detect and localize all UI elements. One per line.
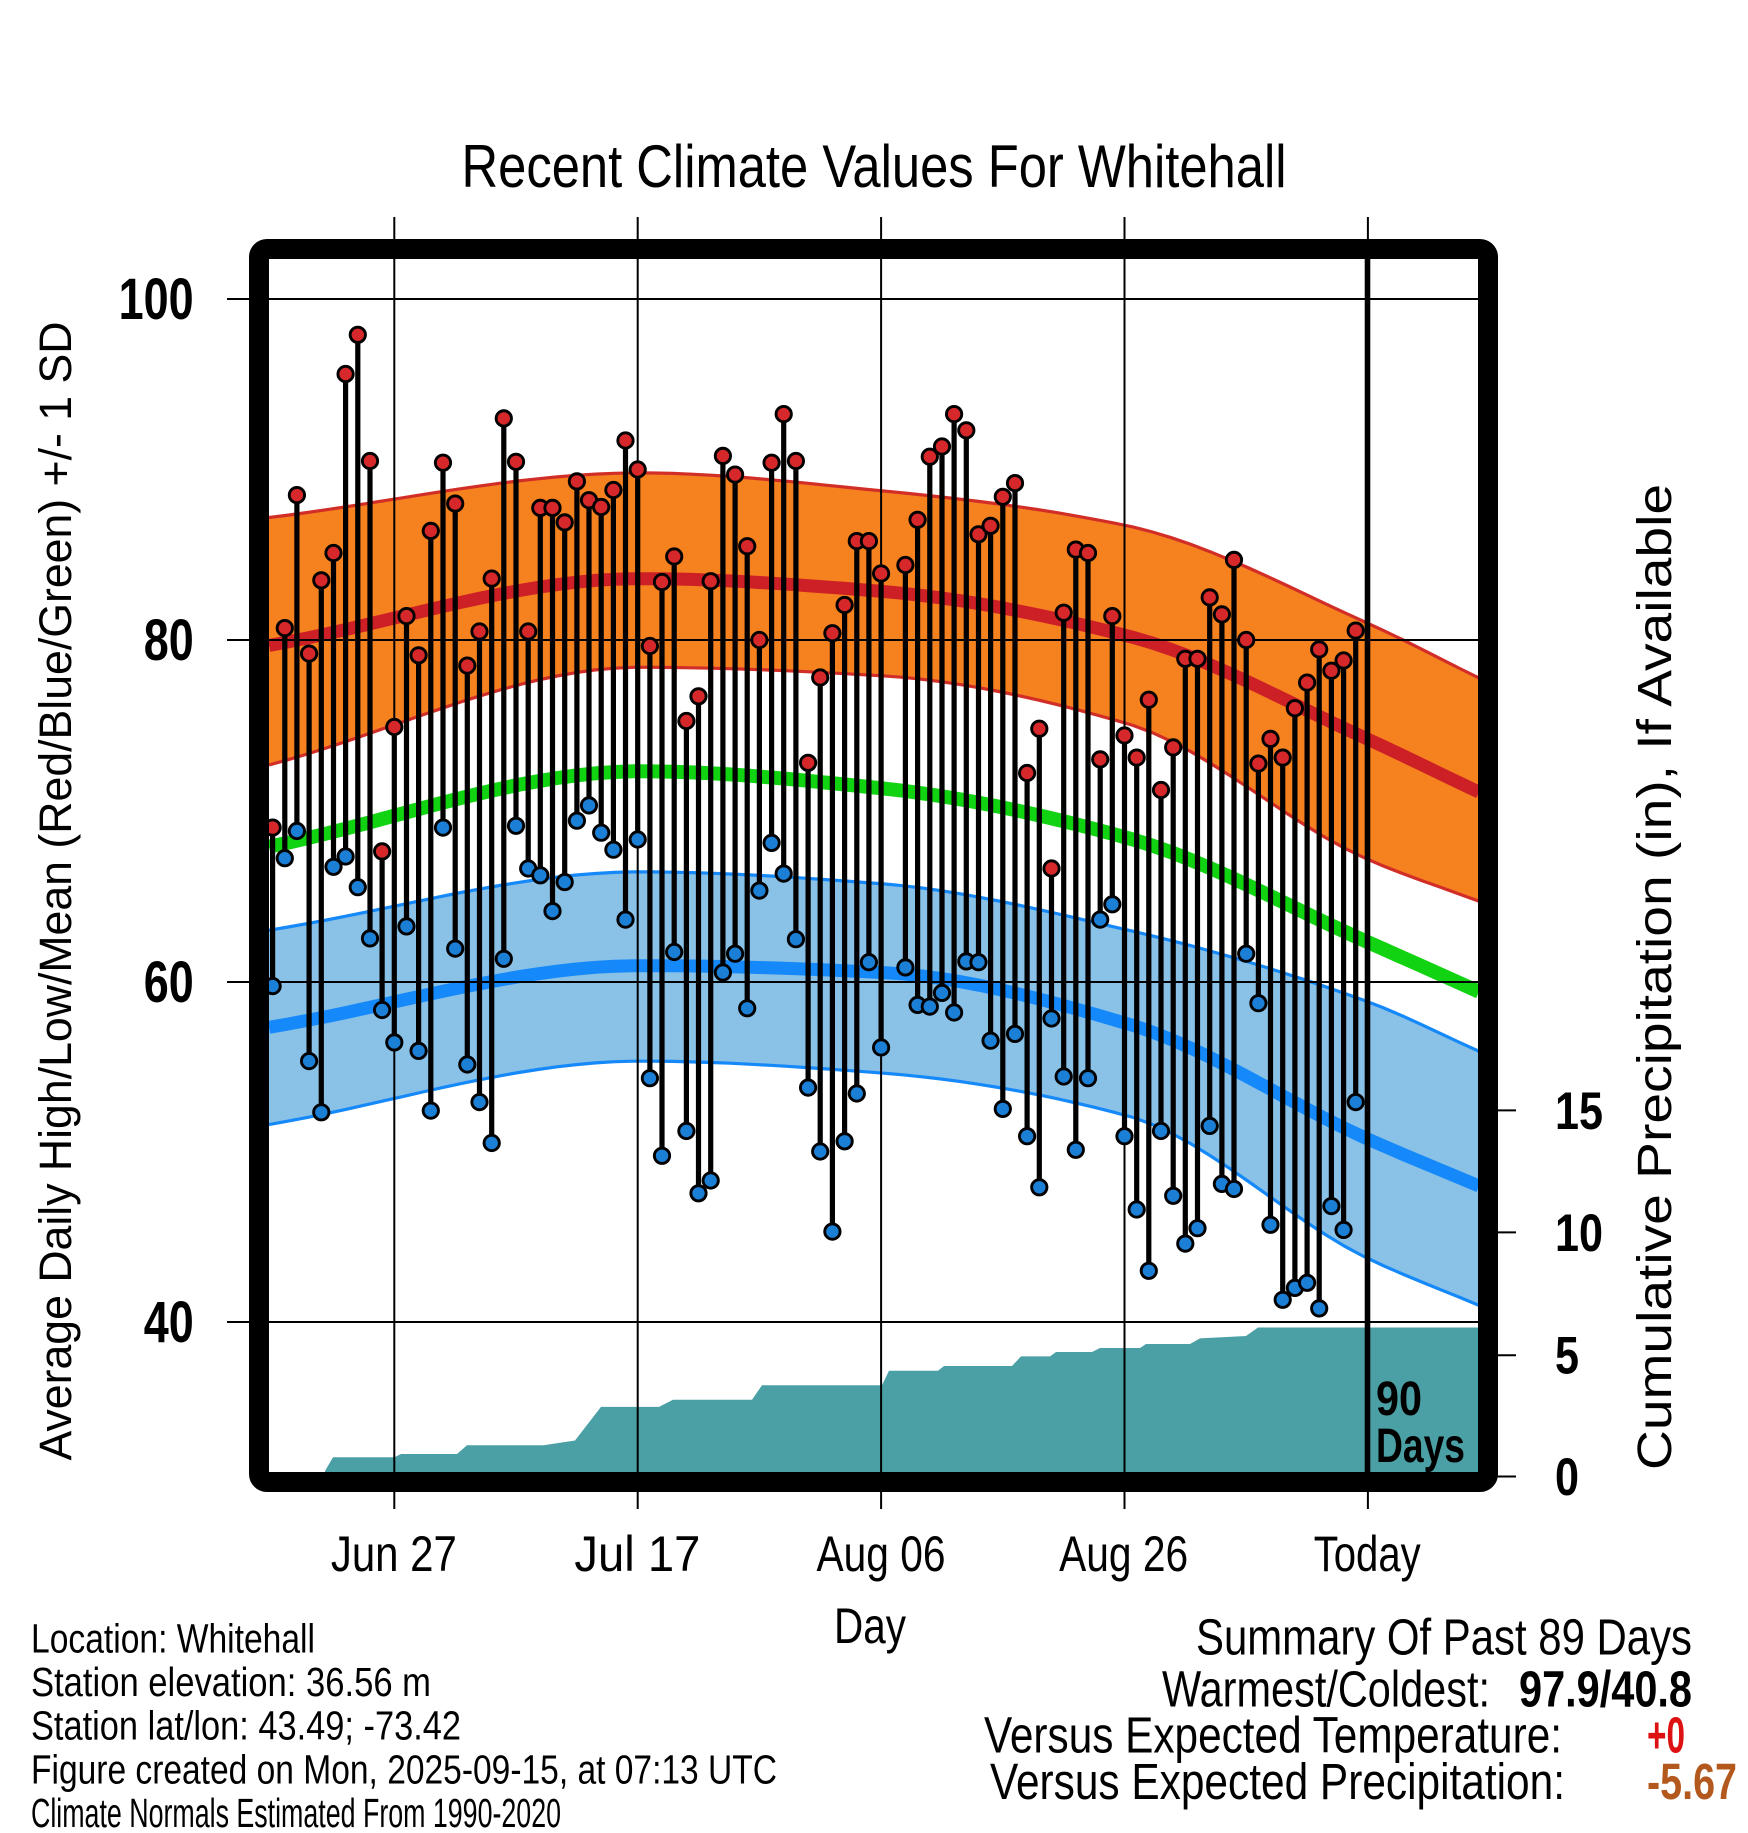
svg-text:80: 80 [144, 608, 194, 673]
svg-text:100: 100 [119, 267, 194, 332]
svg-text:Jun 27: Jun 27 [331, 1526, 457, 1582]
svg-text:Average Daily High/Low/Mean (R: Average Daily High/Low/Mean (Red/Blue/Gr… [30, 322, 81, 1461]
svg-text:Warmest/Coldest:: Warmest/Coldest: [1162, 1660, 1490, 1717]
svg-text:-5.67: -5.67 [1647, 1753, 1737, 1810]
svg-text:Climate Normals Estimated From: Climate Normals Estimated From 1990-2020 [31, 1790, 561, 1828]
svg-text:40: 40 [144, 1290, 194, 1355]
svg-text:97.9/40.8: 97.9/40.8 [1519, 1660, 1692, 1717]
svg-text:10: 10 [1555, 1204, 1603, 1263]
svg-text:Aug 26: Aug 26 [1059, 1526, 1188, 1582]
svg-text:15: 15 [1555, 1082, 1603, 1141]
svg-text:Station elevation: 36.56 m: Station elevation: 36.56 m [31, 1659, 431, 1705]
svg-text:0: 0 [1555, 1448, 1579, 1507]
svg-text:Station lat/lon: 43.49; -73.42: Station lat/lon: 43.49; -73.42 [31, 1703, 461, 1749]
svg-text:Recent Climate Values For Whit: Recent Climate Values For Whitehall [462, 133, 1287, 200]
svg-text:Cumulative Precipitation (in),: Cumulative Precipitation (in), If Availa… [1629, 484, 1682, 1470]
svg-text:Figure created on Mon, 2025-09: Figure created on Mon, 2025-09-15, at 07… [31, 1746, 777, 1792]
svg-text:Jul 17: Jul 17 [574, 1526, 700, 1582]
svg-text:+0: +0 [1647, 1707, 1685, 1764]
svg-text:5: 5 [1555, 1327, 1579, 1386]
svg-text:Location: Whitehall: Location: Whitehall [31, 1616, 315, 1662]
svg-text:Today: Today [1314, 1526, 1421, 1582]
svg-text:Aug 06: Aug 06 [817, 1526, 946, 1582]
svg-text:Versus Expected Precipitation:: Versus Expected Precipitation: [990, 1753, 1565, 1810]
svg-text:60: 60 [144, 950, 194, 1015]
svg-text:90: 90 [1376, 1373, 1422, 1426]
svg-text:Summary Of Past 89 Days: Summary Of Past 89 Days [1196, 1609, 1692, 1666]
svg-text:Days: Days [1376, 1420, 1465, 1473]
svg-text:Day: Day [834, 1598, 906, 1654]
svg-text:Versus Expected Temperature:: Versus Expected Temperature: [984, 1707, 1562, 1764]
